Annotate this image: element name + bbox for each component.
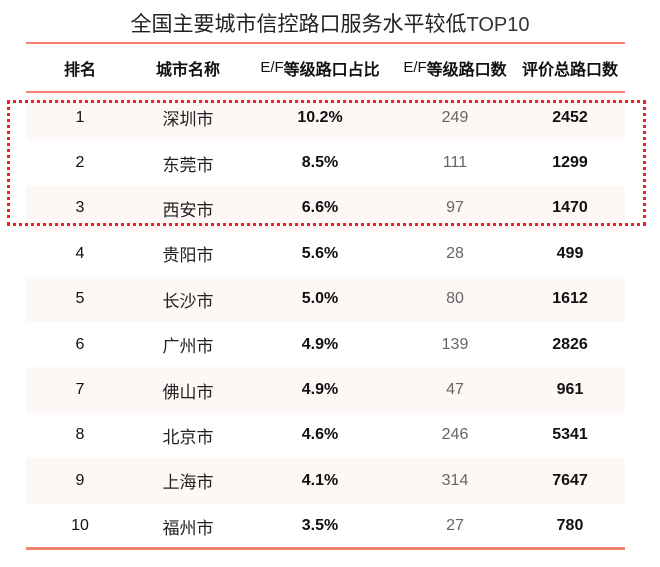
total-cell: 2826 <box>552 335 588 353</box>
count-cell: 80 <box>446 290 464 308</box>
ratio-cell: 5.0% <box>301 290 339 308</box>
city-cell: 上海市 <box>162 473 214 494</box>
ratio-cell: 8.5% <box>301 154 339 172</box>
total-cell: 5341 <box>552 426 588 444</box>
count-cell: 111 <box>442 154 468 172</box>
rank-cell: 7 <box>75 381 85 399</box>
count-cell: 27 <box>446 517 464 535</box>
header-ratio-label: 等级路口占比 <box>283 59 380 79</box>
count-cell: 246 <box>441 426 469 444</box>
city-cell: 贵阳市 <box>162 246 214 267</box>
ratio-cell: 4.1% <box>301 471 339 489</box>
table-row: 4 贵阳市 5.6% 28 499 <box>26 231 625 276</box>
rank-cell: 1 <box>75 108 85 126</box>
ratio-cell: 4.6% <box>301 426 339 444</box>
table-row: 10 福州市 3.5% 27 780 <box>26 504 625 549</box>
rank-cell: 10 <box>71 517 89 535</box>
total-cell: 1470 <box>552 199 588 217</box>
table-row: 5 长沙市 5.0% 80 1612 <box>26 276 625 322</box>
rank-cell: 8 <box>75 426 85 444</box>
header-rank: 排名 <box>63 59 96 79</box>
rank-cell: 4 <box>75 244 85 262</box>
header-total: 评价总路口数 <box>521 59 618 79</box>
total-cell: 499 <box>556 244 584 262</box>
rank-cell: 2 <box>75 154 85 172</box>
total-cell: 1612 <box>552 290 588 308</box>
header-count-prefix: E/F <box>403 59 427 76</box>
count-cell: 28 <box>446 244 464 262</box>
city-cell: 北京市 <box>162 427 214 448</box>
header-count: E/F 等级路口数 <box>390 44 520 91</box>
total-cell: 961 <box>556 381 584 399</box>
city-cell: 佛山市 <box>162 382 214 403</box>
ratio-cell: 6.6% <box>301 199 339 217</box>
total-cell: 7647 <box>552 471 588 489</box>
ratio-cell: 4.9% <box>301 335 339 353</box>
count-cell: 139 <box>441 335 469 353</box>
table-row: 8 北京市 4.6% 246 5341 <box>26 413 625 458</box>
table-bottom-rule <box>26 547 625 550</box>
rank-cell: 3 <box>75 199 85 217</box>
total-cell: 780 <box>556 517 584 535</box>
city-cell: 西安市 <box>162 200 214 221</box>
count-cell: 97 <box>446 199 464 217</box>
table-body: 1 深圳市 10.2% 249 2452 2 东莞市 8.5% 111 1299… <box>26 95 625 549</box>
city-cell: 东莞市 <box>162 155 214 176</box>
count-cell: 47 <box>446 381 464 399</box>
title-suffix: TOP10 <box>466 14 530 36</box>
city-cell: 广州市 <box>162 337 214 358</box>
ratio-cell: 3.5% <box>301 517 339 535</box>
ratio-cell: 4.9% <box>301 381 339 399</box>
table-header-rule <box>26 91 625 93</box>
table-top-rule <box>26 42 625 44</box>
table-row: 2 东莞市 8.5% 111 1299 <box>26 140 625 185</box>
title-main: 全国主要城市信控路口服务水平较低 <box>130 12 467 36</box>
header-count-label: 等级路口数 <box>426 59 507 79</box>
header-ratio: E/F 等级路口占比 <box>250 44 390 91</box>
page-title: 全国主要城市信控路口服务水平较低TOP10 <box>0 8 660 38</box>
rank-cell: 9 <box>75 471 85 489</box>
table-row: 6 广州市 4.9% 139 2826 <box>26 322 625 367</box>
total-cell: 2452 <box>552 108 588 126</box>
city-cell: 深圳市 <box>162 110 214 131</box>
table-header: 排名 城市名称 E/F 等级路口占比 E/F 等级路口数 评价总路口数 <box>26 44 625 91</box>
city-cell: 福州市 <box>162 518 214 539</box>
header-ratio-prefix: E/F <box>260 59 284 76</box>
rank-cell: 6 <box>75 335 85 353</box>
count-cell: 249 <box>441 108 469 126</box>
rank-cell: 5 <box>75 290 85 308</box>
count-cell: 314 <box>441 471 469 489</box>
ratio-cell: 5.6% <box>301 244 339 262</box>
table-row: 7 佛山市 4.9% 47 961 <box>26 367 625 413</box>
ratio-cell: 10.2% <box>297 108 343 126</box>
table-row: 1 深圳市 10.2% 249 2452 <box>26 95 625 141</box>
table-row: 9 上海市 4.1% 314 7647 <box>26 458 625 504</box>
city-cell: 长沙市 <box>162 291 214 312</box>
total-cell: 1299 <box>552 154 588 172</box>
header-city: 城市名称 <box>155 59 220 79</box>
table-row: 3 西安市 6.6% 97 1470 <box>26 185 625 232</box>
